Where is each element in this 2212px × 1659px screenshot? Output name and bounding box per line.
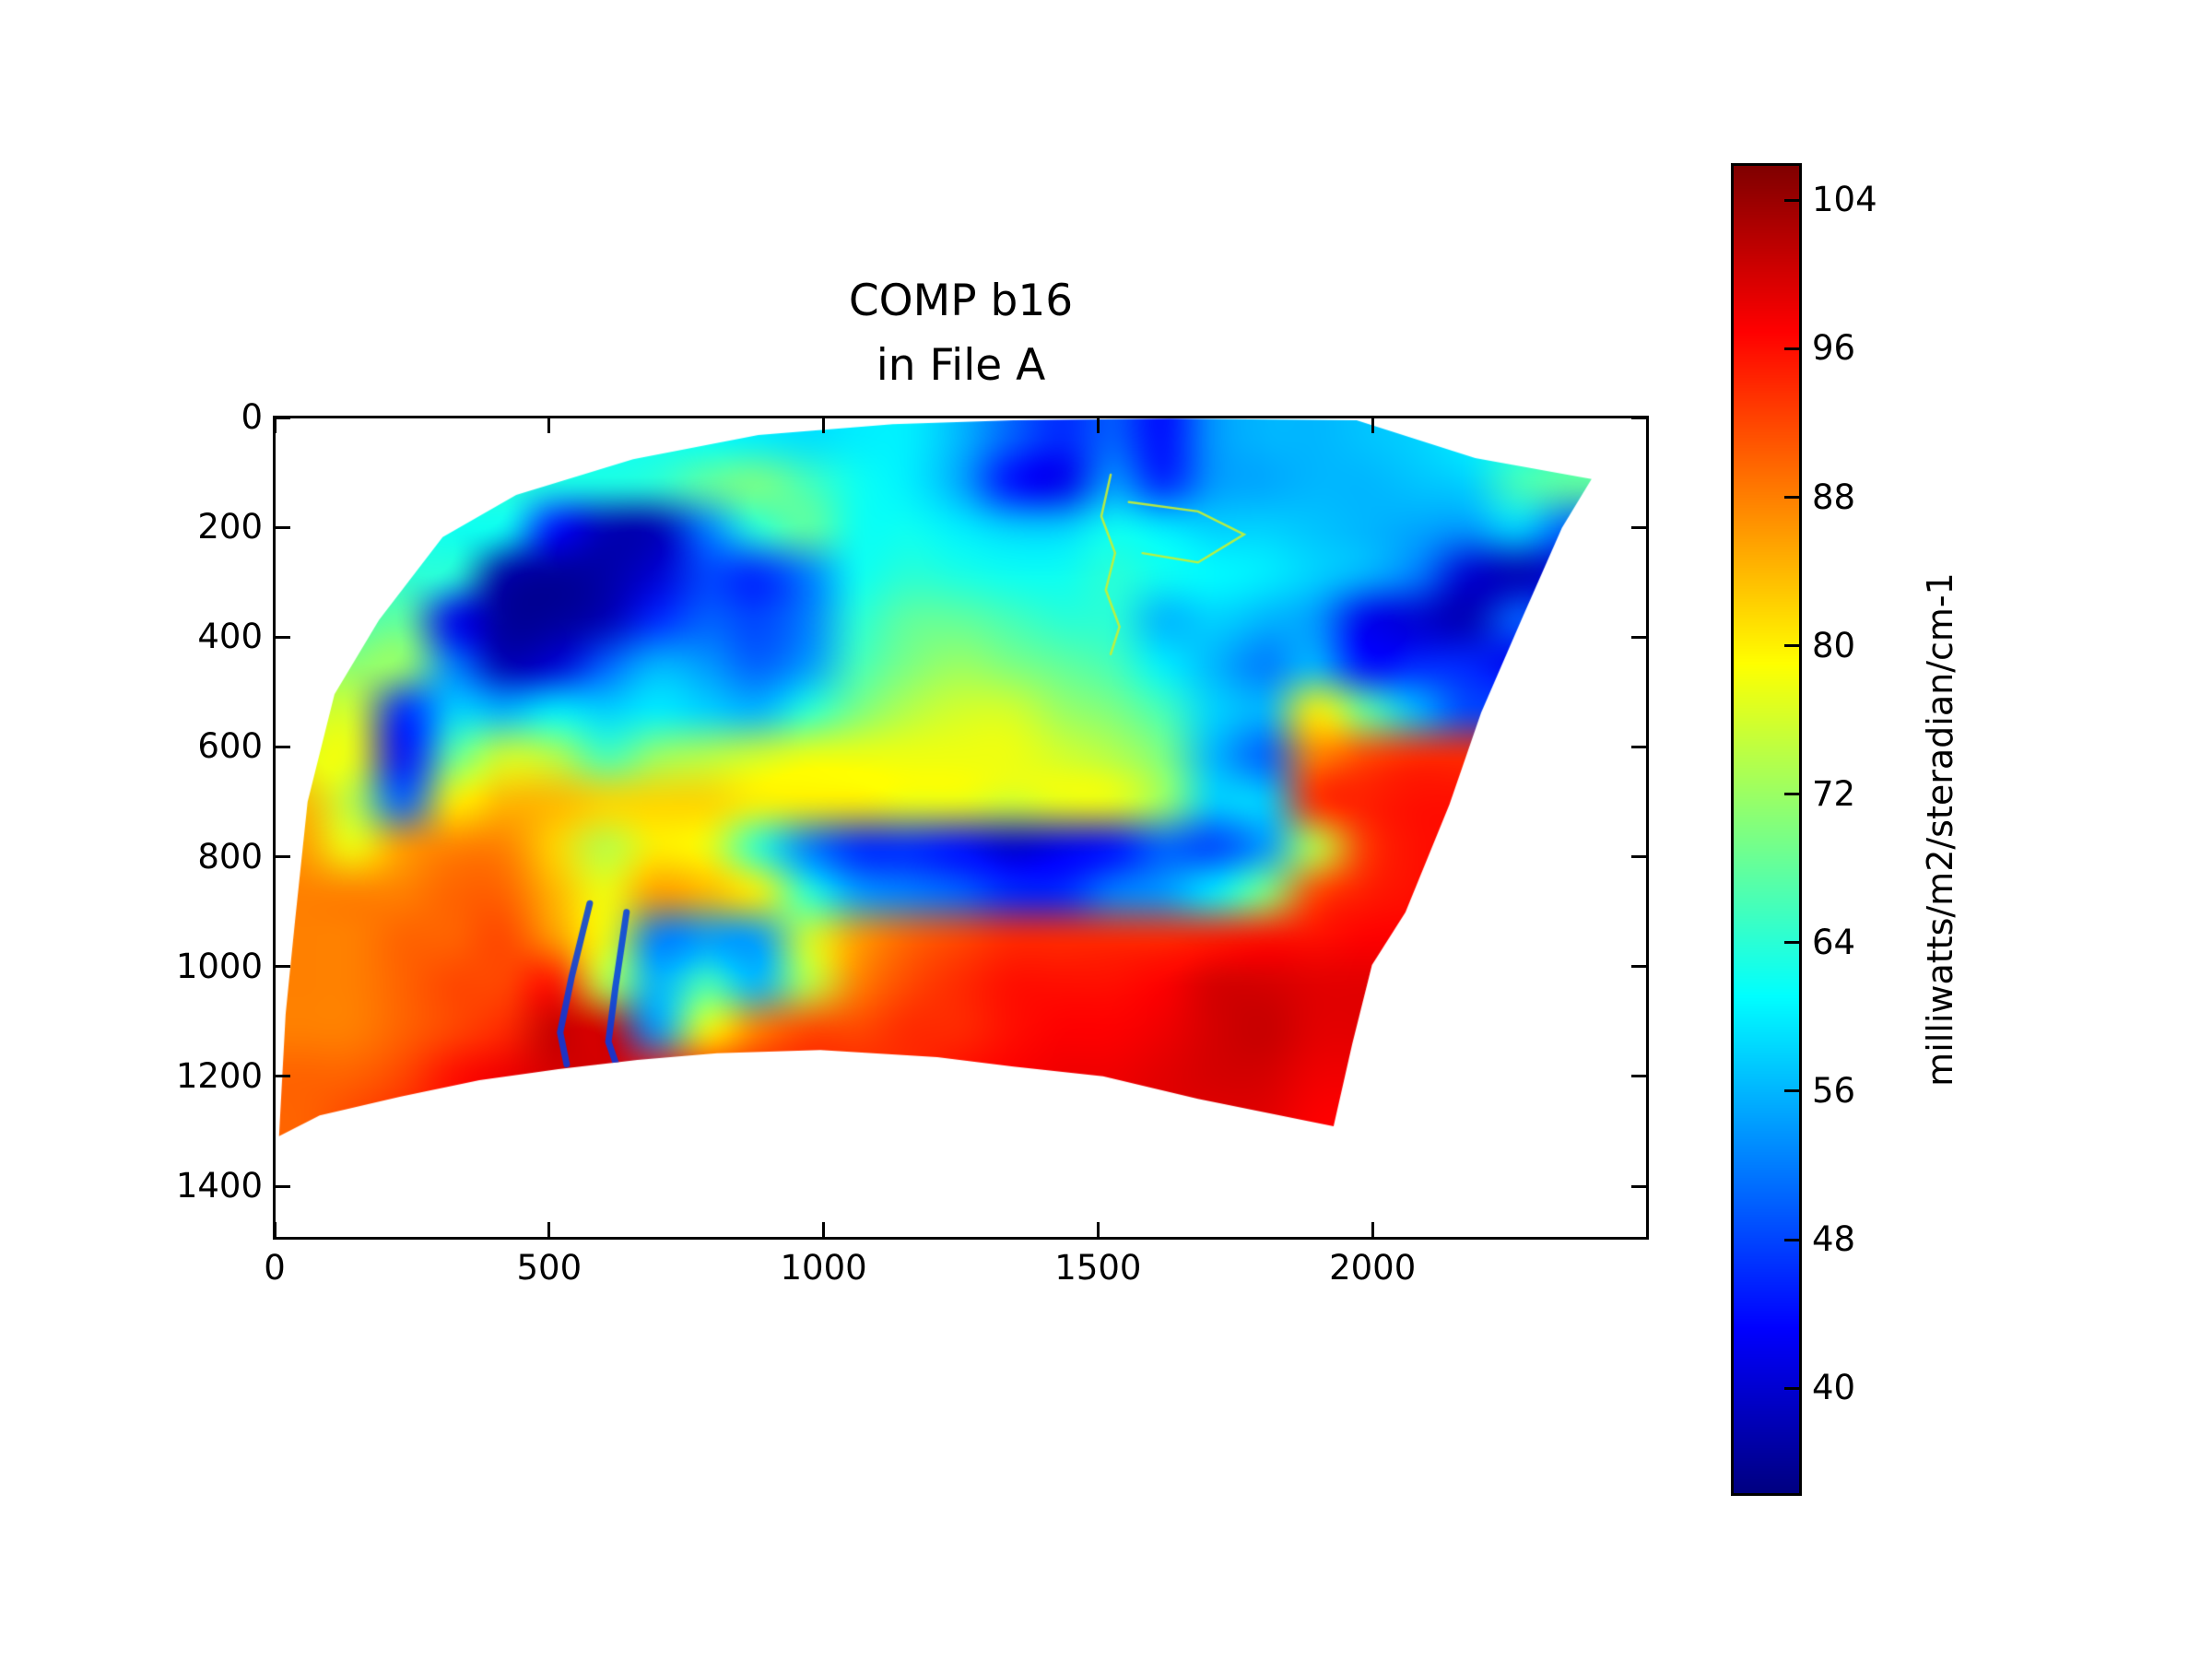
colorbar-tick-label: 72 <box>1812 773 1856 814</box>
colorbar-tick <box>1784 793 1799 796</box>
y-tick <box>276 635 290 639</box>
x-tick <box>1096 1222 1100 1237</box>
y-tick <box>1631 1075 1646 1078</box>
x-tick <box>822 418 826 433</box>
colorbar-tick-label: 104 <box>1812 180 1877 220</box>
y-tick <box>276 416 290 419</box>
y-tick <box>1631 855 1646 859</box>
y-tick-label: 1400 <box>175 1166 263 1206</box>
colorbar-tick-label: 56 <box>1812 1070 1856 1111</box>
x-tick <box>1371 1222 1374 1237</box>
x-tick <box>822 1222 826 1237</box>
y-tick <box>1631 965 1646 969</box>
x-tick-label: 2000 <box>1329 1248 1417 1288</box>
colorbar-tick <box>1784 1386 1799 1390</box>
colorbar-tick-label: 96 <box>1812 328 1856 369</box>
y-tick <box>1631 635 1646 639</box>
y-tick <box>276 965 290 969</box>
swath-heatmap-image <box>275 418 1647 1238</box>
colorbar-unit-label: milliwatts/m2/steradian/cm-1 <box>1920 572 1960 1087</box>
plot-title-line1: COMP b16 <box>848 276 1074 326</box>
y-tick <box>1631 525 1646 529</box>
y-tick-label: 1000 <box>175 946 263 986</box>
plot-title: COMP b16 in File A <box>275 269 1647 398</box>
colorbar-tick <box>1784 496 1799 499</box>
colorbar-tick-label: 80 <box>1812 625 1856 665</box>
x-tick-label: 500 <box>516 1248 582 1288</box>
x-tick-label: 1000 <box>780 1248 867 1288</box>
colorbar-tick-label: 88 <box>1812 477 1856 517</box>
y-tick-label: 1200 <box>175 1055 263 1096</box>
colorbar-tick <box>1784 1089 1799 1093</box>
x-tick <box>1096 418 1100 433</box>
y-tick-label: 200 <box>197 507 263 547</box>
colorbar-tick <box>1784 1238 1799 1241</box>
x-tick <box>273 418 276 433</box>
colorbar-gradient <box>1733 165 1800 1494</box>
colorbar-tick <box>1784 644 1799 648</box>
y-tick-label: 0 <box>241 397 263 437</box>
y-tick-label: 400 <box>197 617 263 657</box>
y-tick-label: 600 <box>197 726 263 767</box>
colorbar-tick-label: 64 <box>1812 922 1856 962</box>
y-tick <box>276 525 290 529</box>
colorbar-tick <box>1784 198 1799 202</box>
y-tick <box>276 1184 290 1188</box>
y-tick-label: 800 <box>197 836 263 877</box>
x-tick <box>547 418 551 433</box>
y-tick <box>276 855 290 859</box>
colorbar-tick <box>1784 941 1799 945</box>
y-tick <box>276 745 290 748</box>
colorbar-tick-label: 40 <box>1812 1368 1856 1408</box>
y-tick <box>1631 416 1646 419</box>
x-tick <box>1371 418 1374 433</box>
y-tick <box>276 1075 290 1078</box>
plot-title-line2: in File A <box>876 340 1046 391</box>
colorbar-tick-label: 48 <box>1812 1219 1856 1260</box>
x-tick <box>547 1222 551 1237</box>
x-tick <box>273 1222 276 1237</box>
x-tick-label: 1500 <box>1054 1248 1142 1288</box>
y-tick <box>1631 745 1646 748</box>
colorbar-tick <box>1784 347 1799 350</box>
y-tick <box>1631 1184 1646 1188</box>
x-tick-label: 0 <box>264 1248 286 1288</box>
